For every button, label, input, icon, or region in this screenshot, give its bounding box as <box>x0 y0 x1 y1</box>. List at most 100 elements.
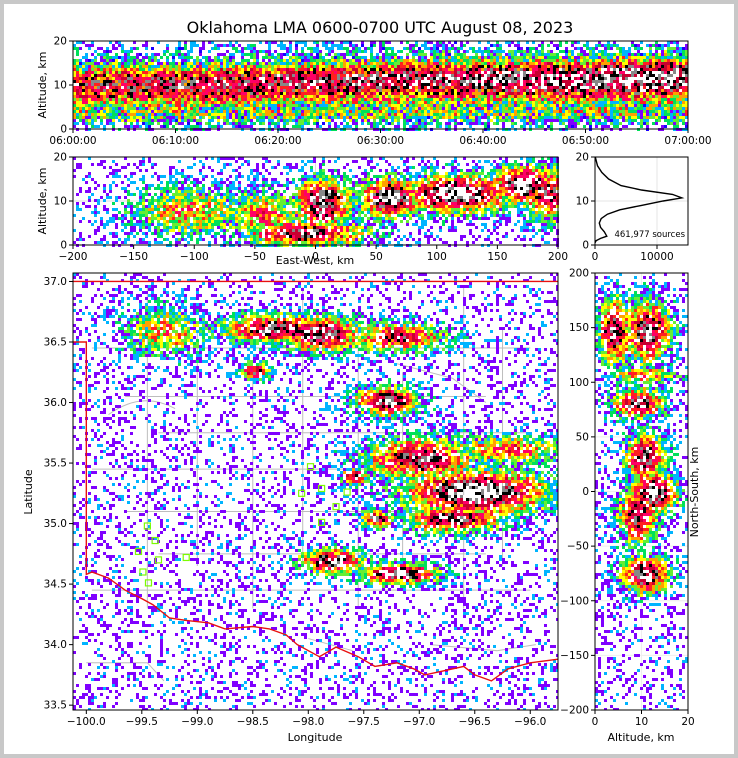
density-cell <box>187 77 190 80</box>
density-cell <box>628 56 631 59</box>
density-cell <box>358 47 361 50</box>
density-cell <box>238 86 241 89</box>
density-cell <box>355 59 358 62</box>
density-cell <box>235 113 238 116</box>
density-cell <box>535 107 538 110</box>
density-cell <box>307 77 310 80</box>
density-cell <box>505 41 508 44</box>
density-cell <box>595 56 598 59</box>
density-cell <box>76 53 79 56</box>
density-cell <box>328 89 331 92</box>
density-cell <box>598 62 601 65</box>
density-cell <box>325 71 328 74</box>
density-cell <box>544 113 547 116</box>
density-cell <box>382 74 385 77</box>
density-cell <box>385 95 388 98</box>
density-cell <box>244 77 247 80</box>
density-cell <box>481 113 484 116</box>
density-cell <box>181 95 184 98</box>
density-cell <box>319 68 322 71</box>
density-cell <box>259 71 262 74</box>
density-cell <box>172 53 175 56</box>
density-cell <box>106 47 109 50</box>
density-cell <box>256 113 259 116</box>
density-cell <box>454 98 457 101</box>
density-cell <box>340 80 343 83</box>
density-cell <box>352 77 355 80</box>
density-cell <box>340 53 343 56</box>
density-cell <box>361 95 364 98</box>
density-cell <box>421 113 424 116</box>
density-cell <box>520 50 523 53</box>
density-cell <box>85 104 88 107</box>
density-cell <box>256 92 259 95</box>
density-cell <box>229 122 232 125</box>
density-cell <box>262 104 265 107</box>
density-cell <box>91 116 94 119</box>
density-cell <box>220 62 223 65</box>
density-cell <box>193 116 196 119</box>
density-cell <box>643 110 646 113</box>
density-cell <box>142 74 145 77</box>
density-cell <box>283 98 286 101</box>
density-cell <box>124 62 127 65</box>
density-cell <box>295 110 298 113</box>
density-cell <box>586 59 589 62</box>
density-cell <box>496 80 499 83</box>
density-cell <box>595 98 598 101</box>
density-cell <box>541 104 544 107</box>
density-cell <box>427 89 430 92</box>
density-cell <box>340 98 343 101</box>
density-cell <box>208 80 211 83</box>
density-cell <box>442 80 445 83</box>
density-cell <box>433 86 436 89</box>
density-cell <box>349 44 352 47</box>
density-cell <box>571 125 574 128</box>
density-cell <box>409 47 412 50</box>
density-cell <box>169 107 172 110</box>
density-cell <box>397 104 400 107</box>
density-cell <box>472 65 475 68</box>
density-cell <box>214 44 217 47</box>
density-cell <box>250 110 253 113</box>
density-cell <box>556 104 559 107</box>
density-cell <box>319 71 322 74</box>
density-cell <box>85 83 88 86</box>
density-cell <box>277 122 280 125</box>
density-cell <box>373 95 376 98</box>
density-cell <box>358 56 361 59</box>
density-cell <box>325 92 328 95</box>
density-cell <box>307 119 310 122</box>
density-cell <box>139 80 142 83</box>
density-cell <box>112 110 115 113</box>
density-cell <box>592 74 595 77</box>
density-cell <box>361 41 364 44</box>
density-cell <box>403 83 406 86</box>
density-cell <box>301 110 304 113</box>
density-cell <box>103 113 106 116</box>
density-cell <box>184 62 187 65</box>
density-cell <box>103 68 106 71</box>
density-cell <box>628 50 631 53</box>
density-cell <box>127 50 130 53</box>
density-cell <box>79 95 82 98</box>
density-cell <box>625 77 628 80</box>
density-cell <box>424 62 427 65</box>
density-cell <box>559 71 562 74</box>
density-cell <box>592 104 595 107</box>
density-cell <box>409 92 412 95</box>
density-cell <box>169 98 172 101</box>
density-cell <box>487 74 490 77</box>
density-cell <box>415 86 418 89</box>
density-cell <box>199 104 202 107</box>
density-cell <box>370 98 373 101</box>
density-cell <box>190 125 193 128</box>
density-cell <box>595 86 598 89</box>
density-cell <box>634 53 637 56</box>
density-cell <box>226 98 229 101</box>
density-cell <box>367 74 370 77</box>
density-cell <box>196 86 199 89</box>
density-cell <box>646 44 649 47</box>
density-cell <box>214 56 217 59</box>
density-cell <box>76 71 79 74</box>
